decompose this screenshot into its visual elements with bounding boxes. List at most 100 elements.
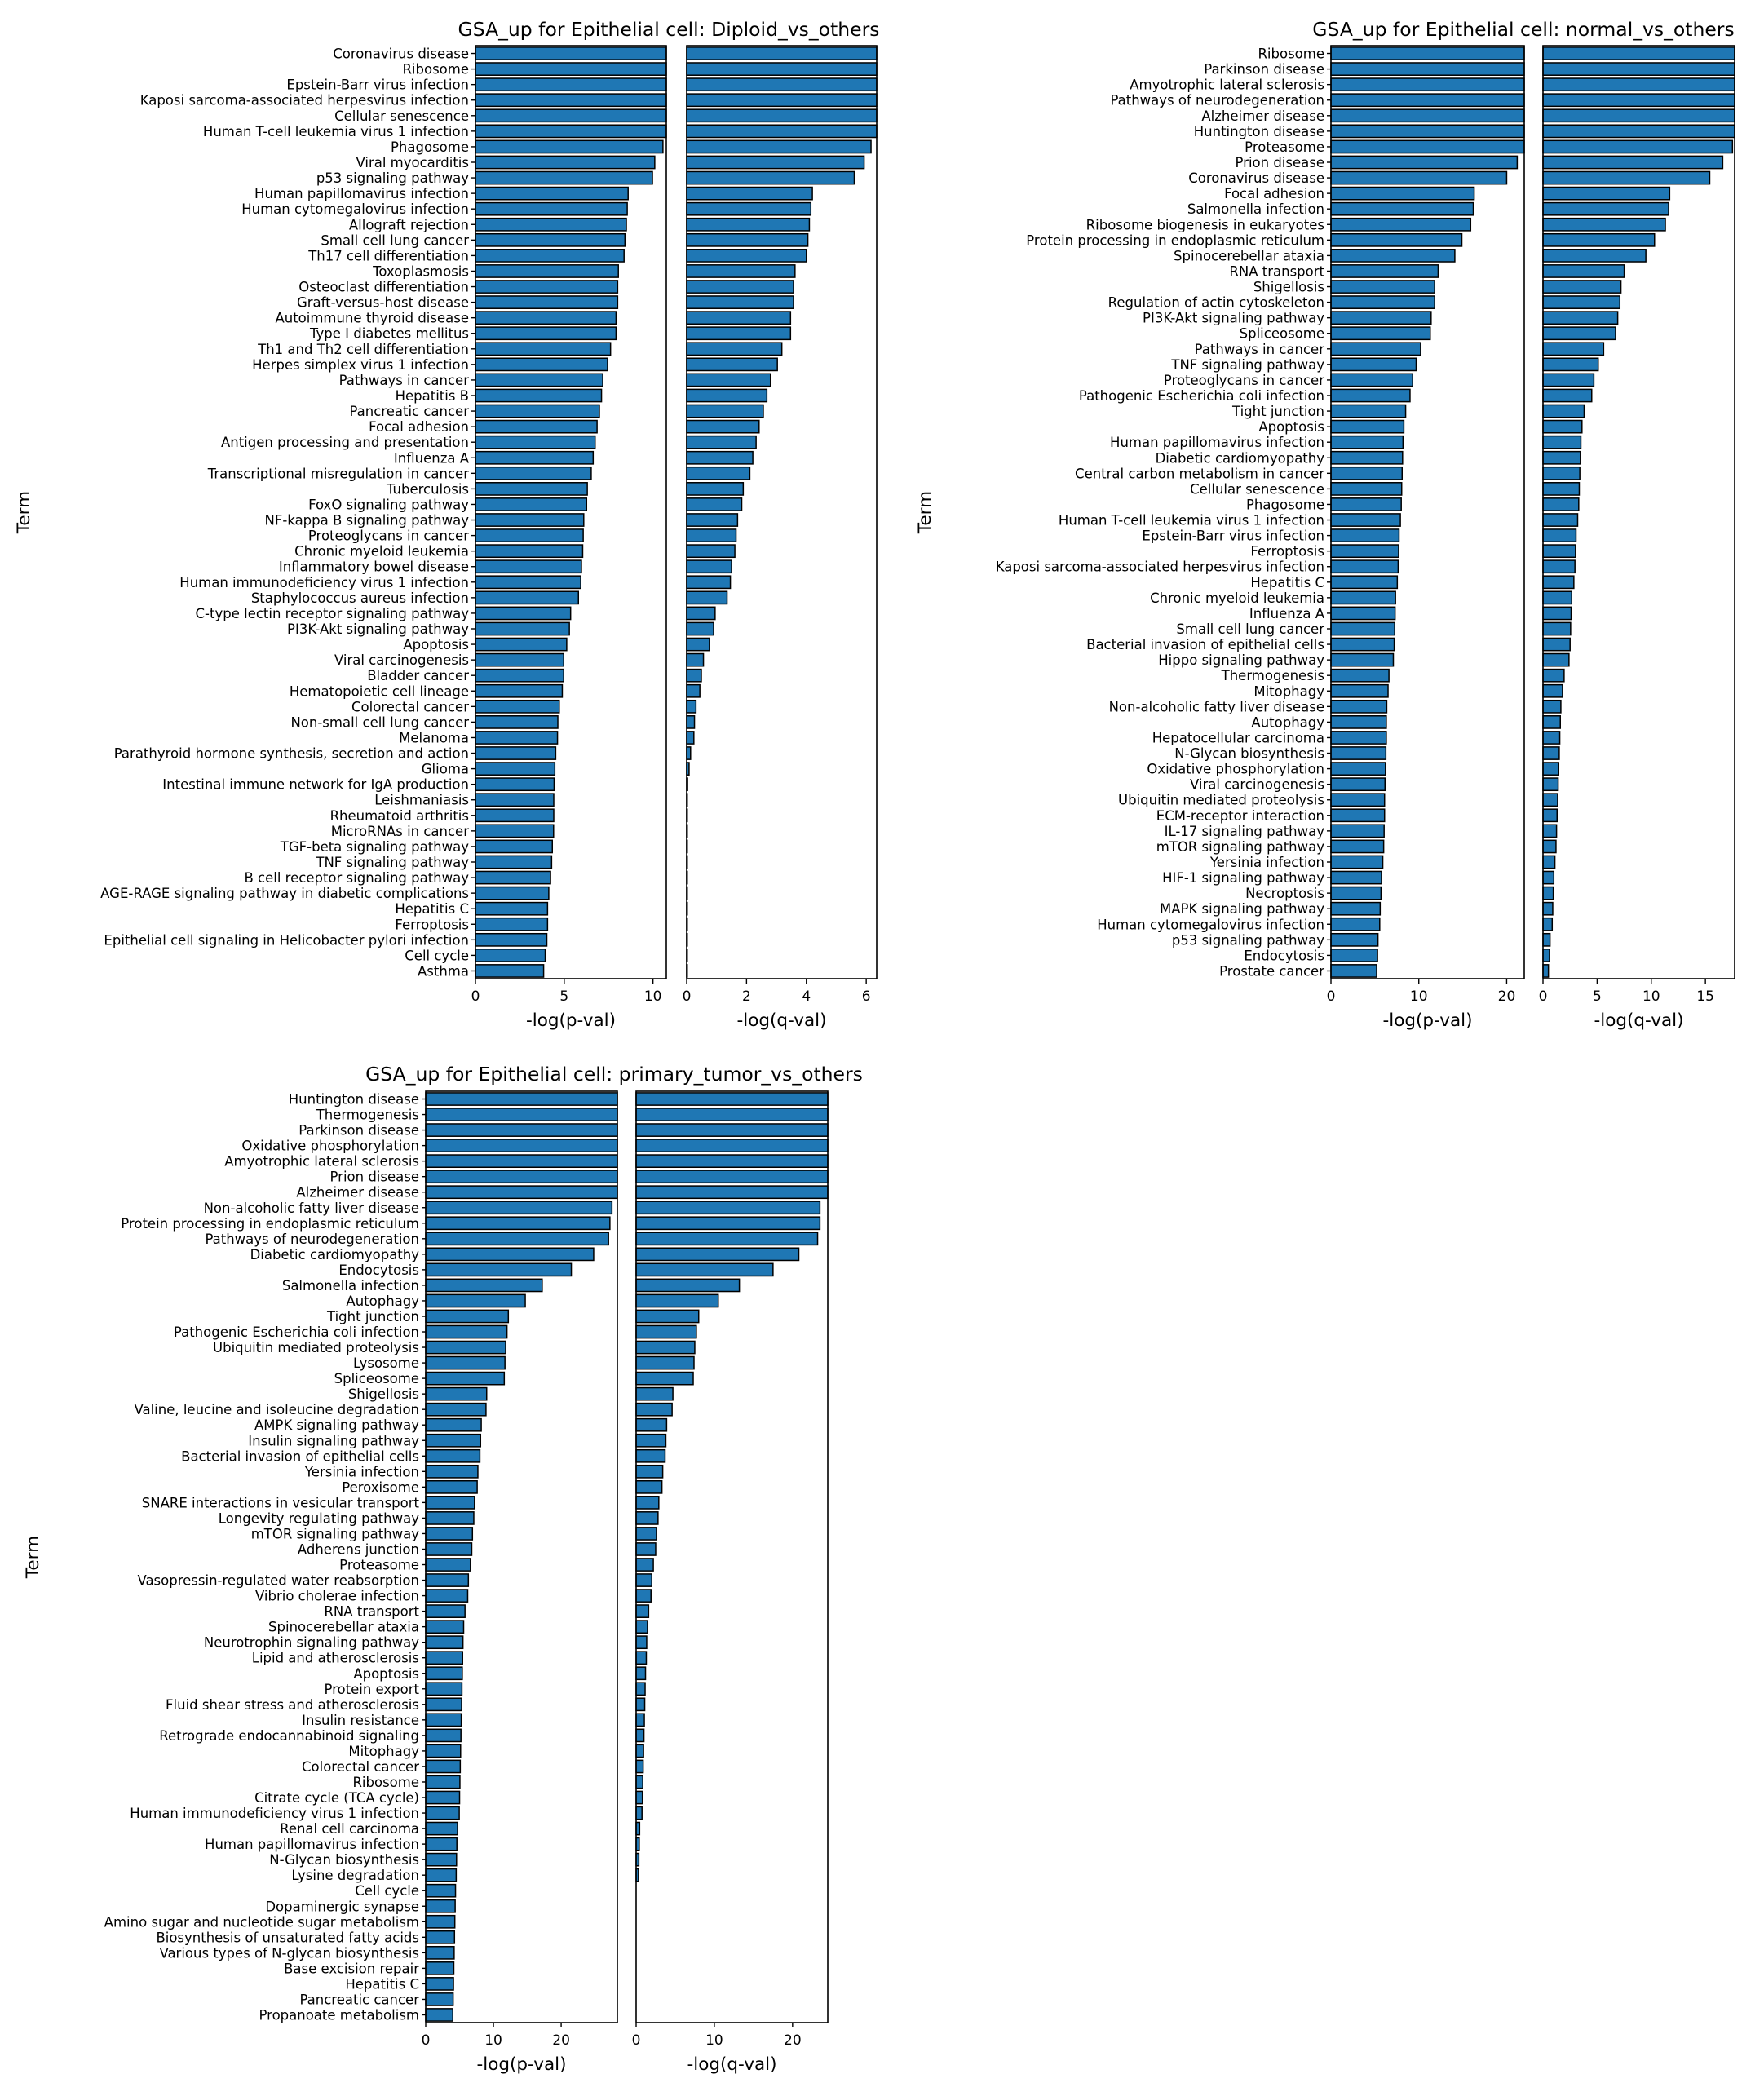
bar — [425, 1651, 464, 1665]
chart-title: GSA_up for Epithelial cell: primary_tumo… — [365, 1063, 863, 1086]
bar — [425, 1977, 454, 1991]
bar — [635, 1185, 829, 1200]
bar — [635, 1324, 697, 1339]
panel-pval: 0 10 20 -log(p-val) — [1327, 45, 1525, 1031]
bar — [1330, 886, 1382, 900]
bar — [1330, 264, 1439, 278]
term-label: Epithelial cell signaling in Helicobacte… — [104, 932, 469, 948]
bar — [425, 1402, 487, 1417]
bar — [635, 1139, 829, 1152]
term-label: Focal adhesion — [369, 419, 469, 435]
bar — [1542, 683, 1563, 698]
x-tick-label: 6 — [862, 988, 871, 1005]
bar — [1330, 93, 1525, 108]
bar — [1330, 513, 1401, 527]
term-label: Oxidative phosphorylation — [1147, 762, 1324, 777]
bar — [635, 1479, 663, 1494]
bar — [635, 1790, 643, 1805]
bar — [1542, 731, 1561, 745]
bar — [686, 575, 732, 590]
term-label: Kaposi sarcoma-associated herpesvirus in… — [996, 559, 1324, 575]
term-label: Cell cycle — [405, 948, 469, 963]
axes-frame — [1542, 45, 1735, 979]
bar — [475, 155, 656, 170]
term-label: Diabetic cardiomyopathy — [1156, 450, 1325, 466]
term-label: p53 signaling pathway — [316, 170, 469, 186]
axes-frame — [475, 45, 667, 979]
bar — [686, 201, 812, 216]
term-label: Propanoate metabolism — [259, 2007, 419, 2023]
bar — [1542, 964, 1550, 978]
bar — [1542, 513, 1579, 527]
bar — [686, 699, 697, 714]
term-label: Shigellosis — [348, 1386, 419, 1402]
x-tick-label: 0 — [683, 988, 692, 1005]
bar — [635, 1262, 774, 1277]
bar — [686, 342, 783, 356]
bar — [475, 326, 617, 341]
bar — [425, 1837, 458, 1851]
term-label: Epstein-Barr virus infection — [286, 77, 469, 93]
x-tick-label: 0 — [1539, 988, 1548, 1005]
term-label: NF-kappa B signaling pathway — [265, 513, 470, 528]
bar — [475, 170, 653, 185]
term-label: Influenza A — [1249, 606, 1325, 621]
bar — [1542, 295, 1621, 309]
x-tick-label: 0 — [632, 2032, 641, 2049]
term-label: ECM-receptor interaction — [1156, 808, 1324, 824]
bar — [635, 1589, 652, 1603]
term-label: IL-17 signaling pathway — [1165, 824, 1325, 839]
term-label: Autophagy — [346, 1293, 419, 1309]
term-label: Spliceosome — [334, 1371, 419, 1386]
bar — [1330, 108, 1525, 123]
panel-pval: 0 5 10 -log(p-val) — [471, 45, 667, 1031]
term-label: Phagosome — [391, 139, 469, 155]
term-label: Small cell lung cancer — [321, 232, 469, 248]
term-label: Salmonella infection — [1187, 201, 1324, 217]
bar — [475, 932, 548, 947]
bar — [635, 1170, 829, 1184]
term-label: Spliceosome — [1240, 326, 1324, 342]
bar — [425, 2008, 453, 2022]
bar — [1330, 668, 1390, 683]
bar — [425, 1899, 456, 1913]
bar — [635, 1464, 664, 1479]
bar — [425, 1108, 618, 1121]
bar — [686, 683, 701, 698]
term-label: Colorectal cancer — [302, 1759, 419, 1775]
panel-qval: 0 5 10 15 -log(q-val) — [1539, 45, 1735, 1031]
bar — [1542, 404, 1585, 418]
bar — [1542, 108, 1735, 123]
bar — [475, 683, 564, 698]
bar — [475, 357, 608, 372]
term-label: Huntington disease — [289, 1092, 419, 1108]
term-label: Various types of N-glycan biosynthesis — [159, 1945, 419, 1961]
term-label: Proteoglycans in cancer — [308, 528, 469, 544]
bar — [686, 311, 792, 325]
bar — [475, 808, 555, 823]
term-label: Yersinia infection — [304, 1464, 419, 1479]
bar — [1542, 855, 1556, 869]
bar — [1330, 450, 1404, 465]
term-label: p53 signaling pathway — [1172, 932, 1324, 948]
bar — [635, 1511, 659, 1525]
bar — [1542, 482, 1581, 496]
term-label: Yersinia infection — [1209, 855, 1324, 870]
bar — [686, 528, 737, 542]
bar — [1330, 249, 1456, 263]
bar — [1542, 62, 1735, 76]
term-label: Valine, leucine and isoleucine degradati… — [134, 1402, 419, 1417]
term-label: Chronic myeloid leukemia — [294, 544, 469, 559]
bar — [686, 155, 865, 170]
term-label: Prostate cancer — [1219, 963, 1324, 979]
bar — [475, 590, 580, 605]
bar — [425, 1573, 470, 1587]
bar — [425, 1852, 458, 1867]
bar — [1542, 715, 1561, 729]
term-label: Neurotrophin signaling pathway — [204, 1635, 419, 1651]
bar — [686, 186, 813, 201]
bar — [1542, 901, 1554, 916]
term-label: Huntington disease — [1194, 124, 1324, 139]
term-label: Human T-cell leukemia virus 1 infection — [1059, 513, 1324, 528]
x-tick-label: 10 — [1642, 988, 1660, 1005]
